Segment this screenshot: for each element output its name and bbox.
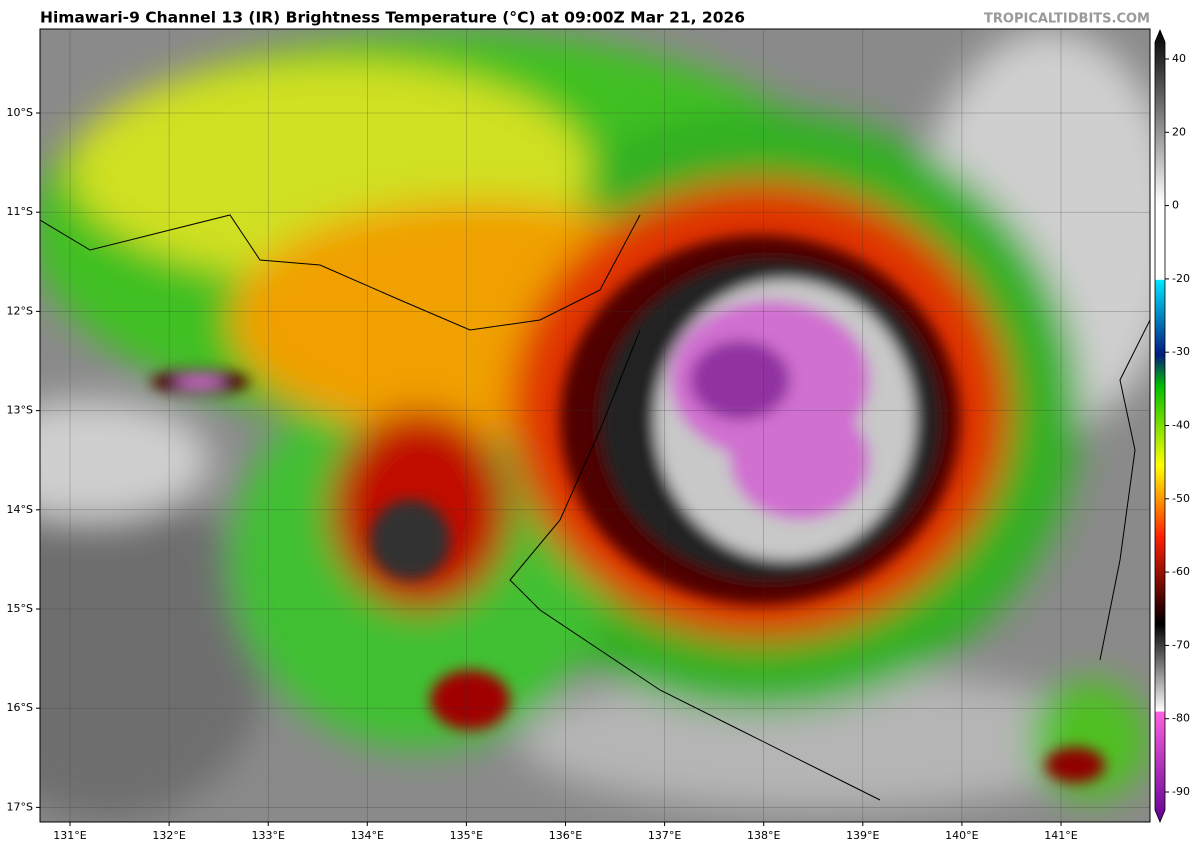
lon-label: 140°E	[945, 829, 978, 842]
lon-label: 138°E	[747, 829, 780, 842]
title: Himawari-9 Channel 13 (IR) Brightness Te…	[40, 9, 745, 27]
lat-label: 17°S	[7, 800, 33, 813]
colorbar-label: 40	[1172, 52, 1186, 65]
colorbar	[1154, 28, 1166, 824]
lon-label: 137°E	[648, 829, 681, 842]
colorbar-label: 0	[1172, 199, 1179, 212]
satellite-image	[40, 29, 1150, 822]
lon-label: 136°E	[549, 829, 582, 842]
colorbar-label: 20	[1172, 125, 1186, 138]
lon-label: 132°E	[152, 829, 185, 842]
lat-label: 12°S	[7, 304, 33, 317]
lon-label: 139°E	[846, 829, 879, 842]
colorbar-label: -60	[1172, 565, 1190, 578]
lat-label: 14°S	[7, 503, 33, 516]
graticule	[40, 29, 1150, 822]
lat-label: 13°S	[7, 404, 33, 417]
lon-label: 134°E	[351, 829, 384, 842]
colorbar-label: -70	[1172, 638, 1190, 651]
lat-label: 11°S	[7, 205, 33, 218]
lon-label: 131°E	[53, 829, 86, 842]
colorbar-label: -20	[1172, 272, 1190, 285]
lon-label: 135°E	[450, 829, 483, 842]
lat-label: 10°S	[7, 106, 33, 119]
map-frame	[39, 28, 1151, 823]
lon-label: 141°E	[1044, 829, 1077, 842]
colorbar-label: -40	[1172, 419, 1190, 432]
lat-label: 16°S	[7, 701, 33, 714]
colorbar-label: -80	[1172, 712, 1190, 725]
lat-label: 15°S	[7, 602, 33, 615]
colorbar-label: -50	[1172, 492, 1190, 505]
lon-label: 133°E	[251, 829, 284, 842]
colorbar-label: -90	[1172, 785, 1190, 798]
colorbar-label: -30	[1172, 345, 1190, 358]
watermark: TROPICALTIDBITS.COM	[984, 12, 1150, 27]
